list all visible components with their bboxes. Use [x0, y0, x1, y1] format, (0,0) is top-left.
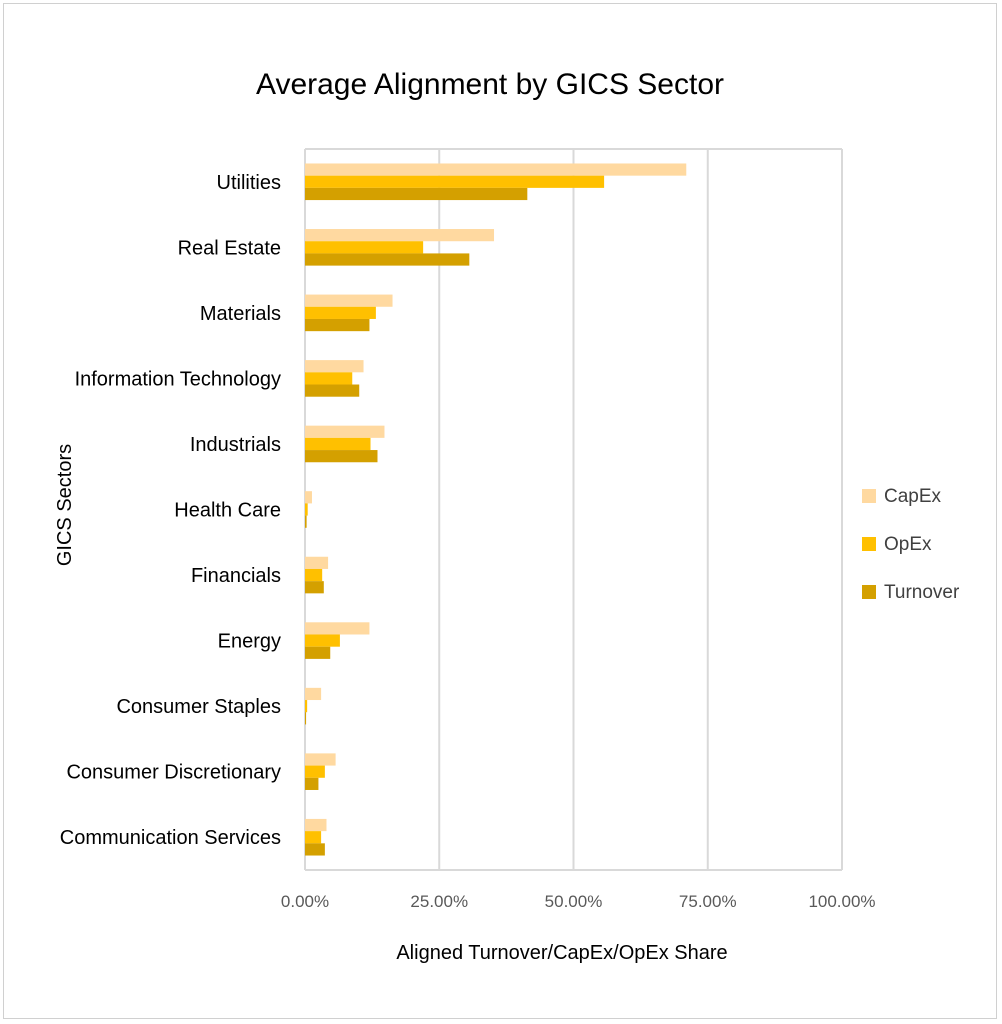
- bar-opex: [305, 175, 605, 188]
- category-label: Communication Services: [60, 827, 281, 849]
- bar-capex: [305, 163, 687, 176]
- category-label: Materials: [200, 303, 281, 325]
- category-label: Energy: [218, 631, 281, 653]
- bar-capex: [305, 556, 329, 569]
- chart-title: Average Alignment by GICS Sector: [256, 68, 724, 101]
- bar-capex: [305, 425, 385, 438]
- category-label: Utilities: [217, 172, 281, 194]
- bar-turnover: [305, 712, 307, 725]
- bar-opex: [305, 241, 424, 254]
- legend: CapEx OpEx Turnover: [862, 486, 960, 603]
- bar-capex: [305, 229, 495, 242]
- category-label: Real Estate: [178, 237, 281, 259]
- bar-capex: [305, 818, 327, 832]
- category-label: Consumer Discretionary: [66, 762, 281, 784]
- gridlines: [304, 148, 843, 871]
- bar-opex: [305, 372, 353, 385]
- bar-capex: [305, 491, 312, 504]
- bar-opex: [305, 437, 371, 451]
- category-label: Health Care: [174, 500, 281, 522]
- legend-swatch: [862, 489, 876, 503]
- bar-capex: [305, 687, 322, 701]
- bar-turnover: [305, 384, 360, 397]
- bar-capex: [305, 622, 370, 635]
- x-tick-labels: 0.00% 25.00% 50.00% 75.00% 100.00%: [281, 892, 876, 911]
- y-axis-title: GICS Sectors: [54, 444, 76, 566]
- bars: [305, 163, 687, 856]
- bar-turnover: [305, 646, 331, 659]
- legend-label: CapEx: [884, 486, 942, 507]
- bar-capex: [305, 360, 364, 373]
- bar-opex: [305, 306, 376, 319]
- category-label: Information Technology: [75, 368, 281, 390]
- bar-turnover: [305, 187, 528, 201]
- bar-turnover: [305, 581, 324, 594]
- category-labels: Utilities Real Estate Materials Information…: [60, 172, 281, 849]
- bar-capex: [305, 294, 393, 307]
- bar-turnover: [305, 843, 325, 856]
- bar-opex: [305, 765, 325, 778]
- bar-turnover: [305, 318, 370, 332]
- legend-swatch: [862, 585, 876, 599]
- bar-capex: [305, 753, 336, 766]
- bar-opex: [305, 634, 340, 647]
- bar-turnover: [305, 515, 307, 528]
- x-tick-label: 50.00%: [545, 892, 603, 911]
- category-label: Consumer Staples: [116, 696, 281, 718]
- bar-opex: [305, 700, 308, 713]
- legend-label: OpEx: [884, 534, 932, 555]
- x-tick-label: 0.00%: [281, 892, 329, 911]
- legend-label: Turnover: [884, 582, 960, 603]
- x-tick-label: 75.00%: [679, 892, 737, 911]
- x-tick-label: 100.00%: [808, 892, 875, 911]
- bar-turnover: [305, 450, 378, 463]
- bar-opex: [305, 831, 322, 844]
- x-axis-title: Aligned Turnover/CapEx/OpEx Share: [396, 942, 727, 964]
- bar-turnover: [305, 253, 470, 266]
- category-label: Industrials: [190, 434, 281, 456]
- bar-turnover: [305, 777, 319, 790]
- legend-swatch: [862, 537, 876, 551]
- category-label: Financials: [191, 565, 281, 587]
- bar-opex: [305, 568, 323, 582]
- x-tick-label: 25.00%: [410, 892, 468, 911]
- bar-opex: [305, 503, 308, 516]
